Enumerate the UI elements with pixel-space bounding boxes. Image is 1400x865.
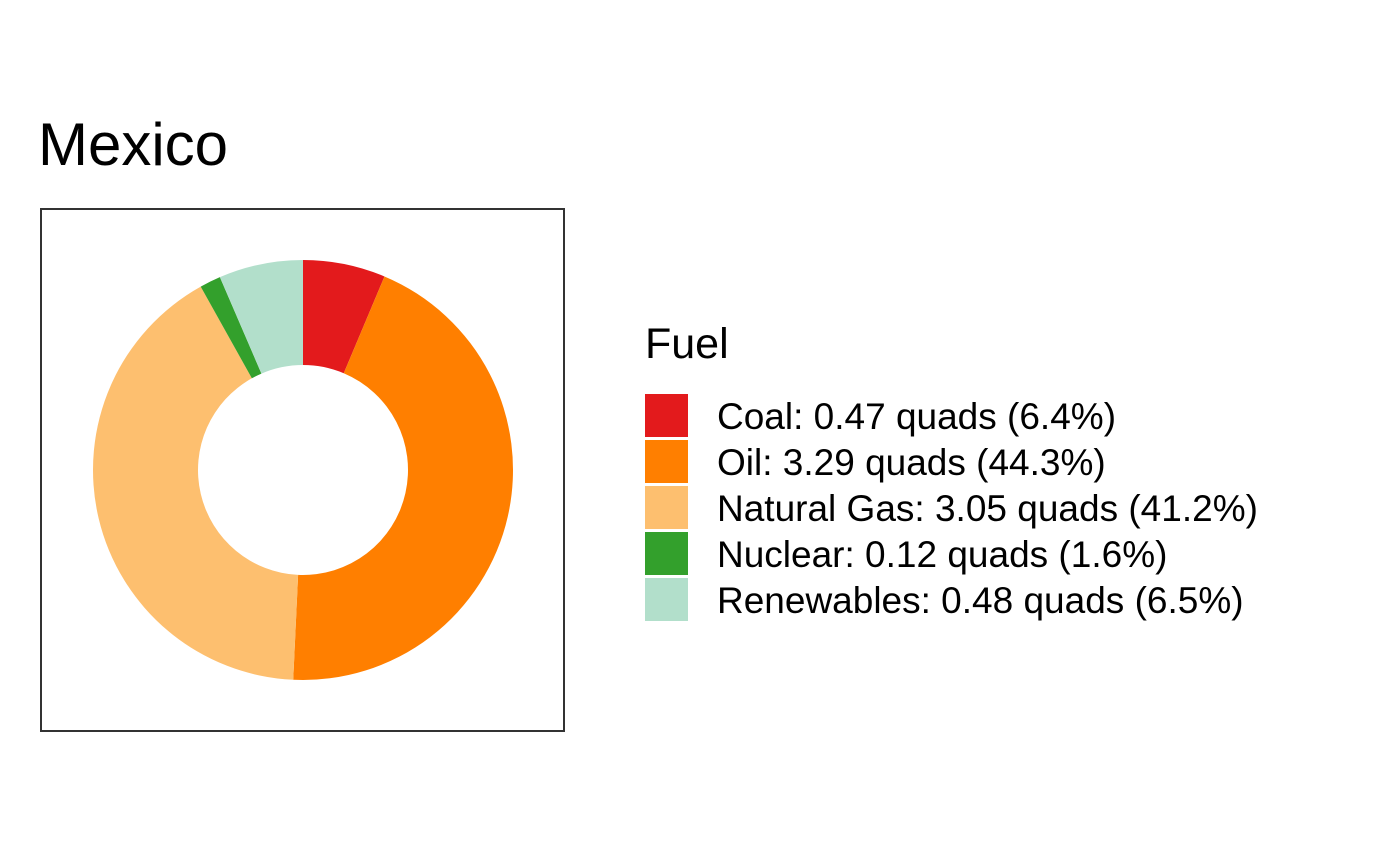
legend-label-oil: Oil: 3.29 quads (44.3%) xyxy=(717,442,1106,483)
legend-item-nuclear: Nuclear: 0.12 quads (1.6%) xyxy=(645,532,1258,578)
legend-swatch-nuclear xyxy=(645,532,688,578)
legend-item-natural-gas: Natural Gas: 3.05 quads (41.2%) xyxy=(645,486,1258,532)
donut-slice-nuclear xyxy=(200,277,262,379)
legend-label-nuclear: Nuclear: 0.12 quads (1.6%) xyxy=(717,534,1168,575)
legend-title: Fuel xyxy=(645,320,729,368)
legend-swatch-coal xyxy=(645,394,688,440)
legend-label-coal: Coal: 0.47 quads (6.4%) xyxy=(717,396,1117,437)
donut-slice-renewables xyxy=(219,260,303,374)
donut-chart xyxy=(92,260,514,680)
legend-item-renewables: Renewables: 0.48 quads (6.5%) xyxy=(645,578,1258,624)
legend-items: Coal: 0.47 quads (6.4%) Oil: 3.29 quads (… xyxy=(645,394,1258,624)
chart-title: Mexico xyxy=(38,111,229,178)
plot-panel xyxy=(40,208,565,732)
legend-swatch-natural-gas xyxy=(645,486,688,532)
legend-item-oil: Oil: 3.29 quads (44.3%) xyxy=(645,440,1258,486)
legend-item-coal: Coal: 0.47 quads (6.4%) xyxy=(645,394,1258,440)
legend-swatch-renewables xyxy=(645,578,688,624)
legend: Fuel Coal: 0.47 quads (6.4%) Oil: 3.29 qu… xyxy=(645,316,1258,624)
donut-slice-oil xyxy=(293,276,514,680)
donut-slice-natural-gas xyxy=(92,286,299,680)
legend-swatch-oil xyxy=(645,440,688,486)
legend-label-natural-gas: Natural Gas: 3.05 quads (41.2%) xyxy=(717,488,1258,529)
donut-slice-coal xyxy=(303,260,385,374)
legend-label-renewables: Renewables: 0.48 quads (6.5%) xyxy=(717,580,1244,621)
